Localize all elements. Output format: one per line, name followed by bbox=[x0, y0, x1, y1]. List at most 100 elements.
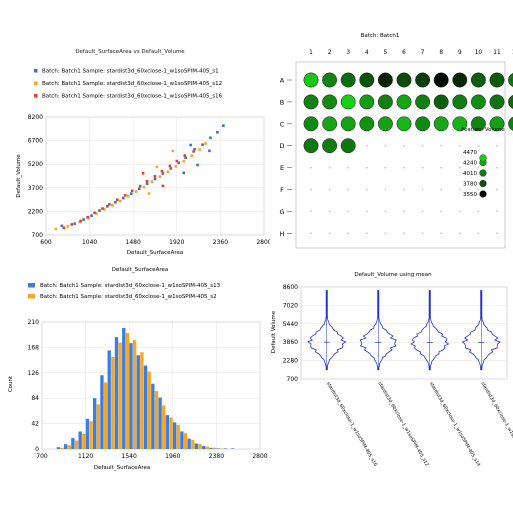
histogram-bar bbox=[93, 398, 97, 449]
scatter-point bbox=[196, 163, 199, 167]
scatter-point bbox=[123, 194, 127, 197]
histogram-bar bbox=[118, 342, 122, 449]
plate-well-empty bbox=[477, 166, 480, 169]
plate-well bbox=[340, 116, 356, 132]
violin-panel: Default_Volume using mean 700 2280 3860 544… bbox=[270, 256, 513, 513]
histogram-bar bbox=[114, 337, 119, 449]
plate-row-label: D bbox=[279, 142, 284, 150]
scatter-point bbox=[79, 219, 82, 223]
plate-well bbox=[489, 94, 505, 110]
scatter-point bbox=[161, 172, 165, 175]
histogram-bar bbox=[202, 445, 206, 449]
plate-well bbox=[322, 94, 338, 110]
histogram-legend-label: Batch: Batch1 Sample: stardist3d_60xclos… bbox=[40, 294, 217, 300]
plate-well bbox=[322, 72, 338, 88]
plate-well-empty bbox=[477, 144, 480, 147]
histogram-bar bbox=[89, 421, 93, 449]
violin-y-tick-label: 700 bbox=[287, 376, 299, 383]
histogram-bars bbox=[56, 328, 235, 449]
plate-well-empty bbox=[458, 188, 461, 191]
scatter-point bbox=[90, 214, 93, 217]
histogram-legend: Batch: Batch1 Sample: stardist3d_60xclos… bbox=[28, 283, 221, 300]
scatter-point bbox=[101, 207, 104, 210]
plate-legend-title: Feature: Volume bbox=[461, 127, 504, 133]
plate-well-empty bbox=[365, 144, 368, 147]
plate-column-label: 12 bbox=[512, 50, 513, 56]
scatter-point bbox=[169, 167, 173, 170]
plate-well-empty bbox=[384, 232, 387, 235]
histogram-bar bbox=[107, 350, 111, 449]
histogram-y-tick-label: 126 bbox=[28, 370, 40, 377]
violin-y-tick-label: 3860 bbox=[283, 339, 298, 346]
scatter-point bbox=[150, 180, 154, 183]
plate-column-label: 9 bbox=[458, 50, 462, 56]
violin-gridlines bbox=[301, 286, 507, 380]
plate-column-label: 1 bbox=[309, 50, 313, 56]
histogram-bar bbox=[100, 375, 104, 449]
plate-well bbox=[433, 94, 449, 110]
scatter-point bbox=[177, 161, 181, 165]
violin-category-label: stardist3d_60xclose-1_w1soSPIM-405_s16 bbox=[325, 381, 378, 468]
histogram-bar bbox=[85, 418, 90, 449]
violin-y-tick-label: 5440 bbox=[283, 321, 298, 328]
plate-column-label: 11 bbox=[493, 50, 501, 56]
scatter-x-tick-label: 1480 bbox=[126, 239, 141, 246]
scatter-point bbox=[134, 190, 138, 193]
histogram-bar bbox=[162, 405, 166, 449]
plate-well-empty bbox=[403, 144, 405, 147]
plate-well bbox=[508, 116, 513, 131]
plate-row-label: B bbox=[280, 98, 284, 106]
histogram-legend-swatch bbox=[28, 294, 35, 299]
plate-well-empty bbox=[477, 188, 480, 191]
plate-well bbox=[452, 94, 468, 110]
histogram-bar bbox=[78, 431, 82, 449]
scatter-point bbox=[161, 184, 165, 188]
scatter-legend-swatch bbox=[34, 94, 38, 98]
scatter-point bbox=[208, 149, 211, 153]
histogram-legend-swatch bbox=[28, 283, 35, 288]
scatter-point bbox=[209, 136, 212, 140]
histogram-bar bbox=[111, 357, 115, 449]
plate-well-empty bbox=[458, 166, 461, 169]
plate-well bbox=[377, 116, 393, 132]
plate-well-empty bbox=[421, 210, 424, 213]
plate-well-empty bbox=[310, 232, 312, 235]
scatter-point bbox=[171, 149, 175, 153]
plate-well bbox=[433, 72, 449, 88]
scatter-point bbox=[54, 227, 58, 231]
plate-well-empty bbox=[384, 188, 387, 191]
plate-well bbox=[433, 116, 449, 132]
violin-chart: Default_Volume using mean 700 2280 3860 544… bbox=[271, 272, 513, 468]
plate-well bbox=[470, 116, 486, 132]
histogram-bar bbox=[103, 382, 108, 449]
histogram-bar bbox=[205, 446, 209, 449]
scatter-axis-ticks: 600 1040 1480 1920 2360 2800 700 2200 3700 5200 67… bbox=[28, 114, 272, 246]
plate-well bbox=[359, 94, 375, 110]
histogram-bar bbox=[194, 443, 199, 449]
plate-column-label: 7 bbox=[421, 50, 425, 56]
histogram-bar bbox=[151, 383, 155, 449]
scatter-point bbox=[114, 200, 117, 204]
plate-well-empty bbox=[365, 210, 368, 213]
violin-shape bbox=[410, 290, 450, 371]
plate-well-empty bbox=[310, 166, 312, 169]
violin-category-labels: stardist3d_60xclose-1_w1soSPIM-405_s16st… bbox=[325, 381, 513, 468]
histogram-bar bbox=[122, 328, 126, 449]
scatter-point bbox=[147, 192, 151, 195]
violin-shape bbox=[359, 290, 397, 371]
histogram-bar bbox=[223, 448, 228, 449]
scatter-point bbox=[192, 150, 195, 153]
scatter-point bbox=[108, 203, 111, 206]
histogram-y-tick-label: 168 bbox=[28, 344, 40, 351]
scatter-point bbox=[142, 185, 146, 189]
scatter-point bbox=[106, 205, 109, 208]
plate-well bbox=[470, 72, 486, 88]
plate-well-empty bbox=[347, 166, 350, 169]
plate-title: Batch: Batch1 bbox=[361, 33, 400, 39]
histogram-bar bbox=[191, 439, 195, 449]
plate-well-empty bbox=[440, 166, 443, 169]
plate-legend-swatch bbox=[479, 169, 487, 177]
plate-well-empty bbox=[440, 144, 443, 147]
histogram-bar bbox=[56, 447, 61, 449]
histogram-y-tick-label: 210 bbox=[28, 319, 40, 326]
